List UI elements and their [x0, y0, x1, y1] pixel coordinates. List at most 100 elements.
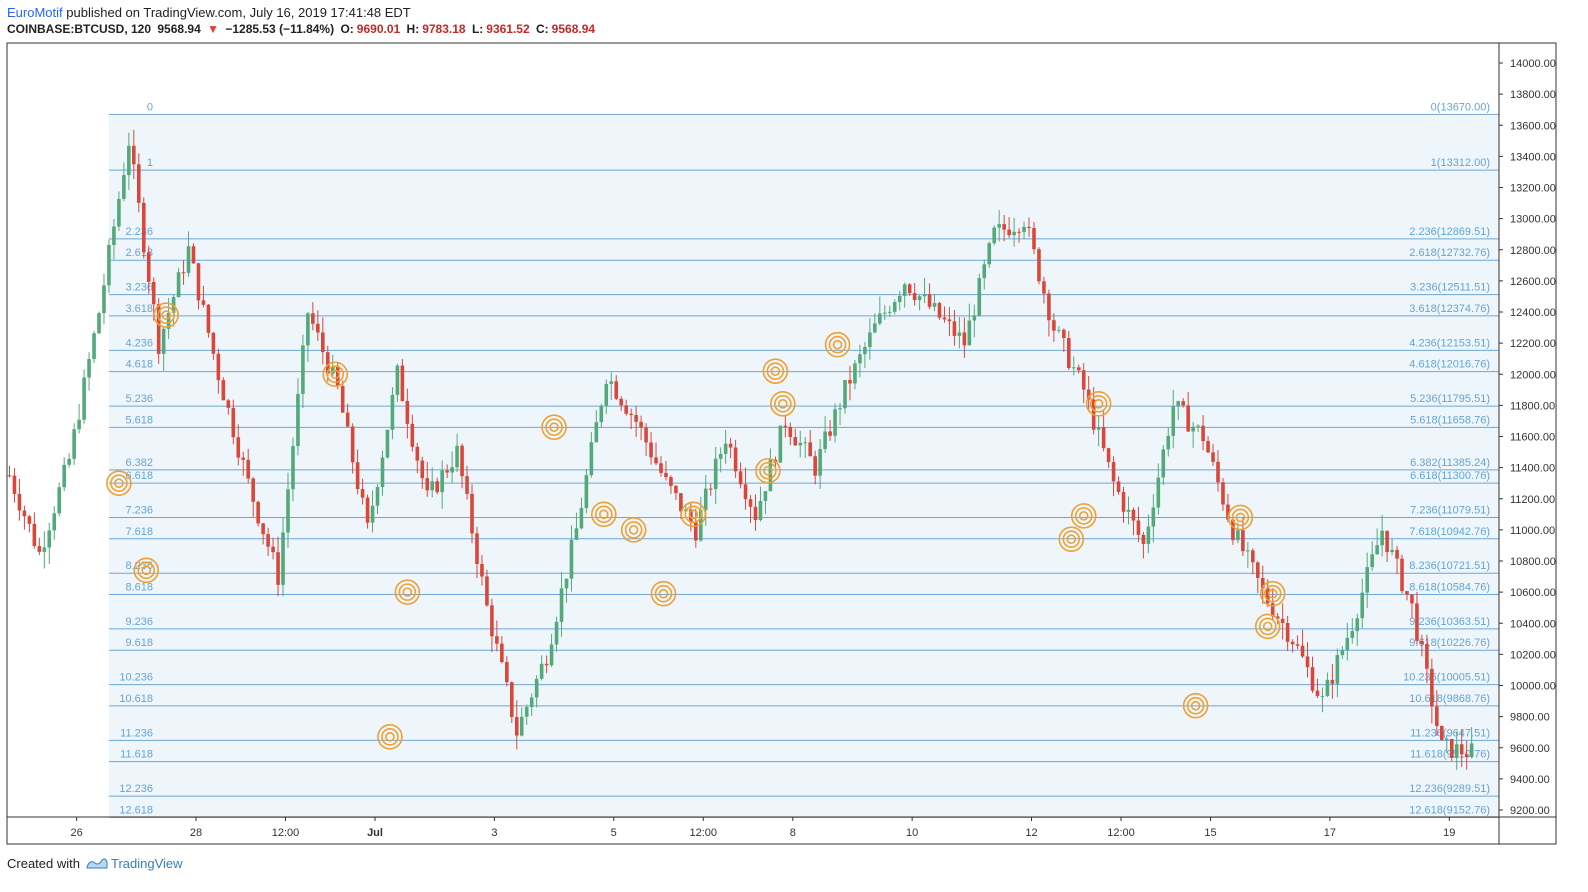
fib-right-label: 5.236(11795.51) [1410, 393, 1490, 405]
x-tick-label: 28 [190, 827, 202, 839]
candle-up [768, 459, 773, 492]
candle-up [972, 315, 977, 321]
candle-up [868, 332, 872, 347]
candle-down [500, 643, 504, 663]
candle-down [1216, 461, 1220, 483]
candle-down [445, 470, 449, 473]
candle-down [728, 443, 733, 448]
candle-up [62, 464, 66, 488]
candle-down [1186, 405, 1190, 432]
x-tick-label: 19 [1443, 827, 1455, 839]
candle-up [1196, 425, 1200, 427]
marker-ring [1062, 530, 1081, 549]
marker-ring [1254, 613, 1281, 640]
candle-up [1360, 592, 1365, 619]
candle-down [37, 546, 42, 552]
time-axis[interactable]: 26 28 12:00 Jul 3 5 12:00 8 10 12 12:00 15 17 19 [71, 817, 1456, 839]
candle-up [758, 501, 763, 520]
candle-up [1012, 231, 1016, 236]
candle-up [102, 285, 106, 314]
fib-band [108, 260, 1499, 295]
candle-down [1280, 618, 1285, 623]
candle-down [1295, 644, 1300, 646]
candle-up [594, 422, 599, 443]
candle-up [117, 198, 121, 227]
tradingview-brand[interactable]: TradingView [111, 856, 183, 871]
candle-up [1375, 545, 1379, 555]
candle-down [1255, 562, 1260, 578]
fib-left-label: 10.618 [119, 693, 153, 705]
candle-down [321, 332, 325, 353]
fib-right-label: 3.618(12374.76) [1409, 303, 1490, 315]
fib-left-label: 4.618 [125, 359, 153, 371]
candle-down [1052, 320, 1056, 331]
candle-down [216, 353, 221, 381]
candle-up [1335, 655, 1340, 684]
candlesticks [7, 129, 1474, 770]
candle-up [599, 405, 604, 423]
candle-down [1116, 481, 1121, 493]
circle-marker [770, 391, 796, 417]
fib-left-label: 7.236 [125, 505, 153, 517]
candle-up [281, 532, 285, 585]
candle-down [1241, 530, 1245, 552]
fib-left-label: 1 [147, 157, 153, 169]
candle-down [360, 489, 365, 498]
fib-left-label: 8.618 [125, 581, 153, 593]
marker-ring [1259, 580, 1286, 607]
marker-ring [680, 501, 707, 528]
fib-band [108, 650, 1499, 685]
y-tick-label: 13000.00 [1510, 214, 1556, 226]
fib-left-label: 3.236 [125, 282, 153, 294]
candle-down [325, 352, 330, 374]
candle-down [813, 456, 817, 476]
candle-down [1067, 338, 1071, 369]
candle-down [1330, 679, 1335, 684]
candle-down [12, 475, 17, 494]
marker-ring [762, 358, 789, 384]
candle-down [927, 294, 932, 307]
candle-down [1305, 656, 1310, 668]
fib-left-label: 2.618 [125, 247, 153, 259]
author-link[interactable]: EuroMotif [7, 5, 63, 20]
x-tick-label: 26 [71, 827, 83, 839]
candle-down [1265, 588, 1270, 604]
candle-up [296, 393, 300, 447]
candle-up [843, 380, 847, 409]
marker-ring [1182, 692, 1209, 719]
candle-up [723, 443, 728, 454]
fib-band [108, 517, 1499, 539]
price-axis[interactable]: 14000.00 13800.00 13600.00 13400.00 13200.00… [1499, 58, 1556, 817]
fib-band [108, 114, 1499, 171]
candle-down [1121, 492, 1126, 512]
candle-down [365, 497, 370, 523]
fib-band [108, 761, 1499, 797]
candle-up [395, 365, 400, 395]
candle-down [808, 442, 812, 457]
candle-down [236, 437, 241, 458]
fib-right-label: 8.618(10584.76) [1409, 581, 1490, 593]
candle-down [1415, 603, 1419, 641]
fib-left-label: 5.236 [125, 393, 153, 405]
candle-up [778, 425, 783, 463]
candle-down [435, 481, 439, 493]
marker-ring [1093, 399, 1104, 409]
candle-up [1146, 526, 1151, 544]
candle-up [1454, 744, 1459, 758]
candle-down [947, 319, 952, 322]
candle-down [1081, 370, 1086, 390]
candle-down [136, 164, 141, 203]
fib-band [108, 427, 1499, 470]
fib-band [108, 740, 1499, 762]
candle-up [1156, 477, 1161, 508]
circle-marker [762, 358, 789, 384]
y-tick-label: 12000.00 [1510, 369, 1556, 381]
publish-info: EuroMotif published on TradingView.com, … [7, 5, 411, 20]
circle-marker [1254, 613, 1281, 640]
candle-up [997, 224, 1001, 228]
candle-down [1141, 534, 1146, 544]
marker-ring [402, 587, 413, 597]
candle-up [1171, 406, 1176, 436]
candle-up [450, 467, 454, 473]
